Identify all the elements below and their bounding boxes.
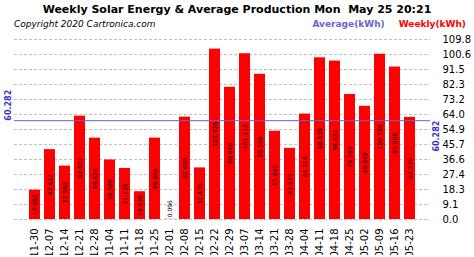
svg-text:100.788: 100.788 [376,124,383,149]
svg-text:60.282: 60.282 [432,121,441,152]
svg-text:27.4: 27.4 [443,169,465,180]
svg-text:76.260: 76.260 [346,146,353,167]
svg-text:91.5: 91.5 [443,64,465,75]
svg-text:80.640: 80.640 [226,143,233,164]
svg-text:02-08: 02-08 [179,229,190,256]
svg-text:82.3: 82.3 [443,79,465,90]
svg-text:98.630: 98.630 [316,128,323,149]
svg-text:02-01: 02-01 [164,229,175,256]
svg-text:64.0: 64.0 [443,109,465,120]
svg-text:01-11: 01-11 [119,229,130,256]
svg-text:103.928: 103.928 [211,122,218,147]
svg-text:05-23: 05-23 [404,229,415,256]
svg-text:0.096: 0.096 [166,200,173,217]
svg-text:49.646: 49.646 [151,168,158,189]
svg-text:12-14: 12-14 [59,229,70,256]
svg-text:16.936: 16.936 [136,195,143,216]
svg-text:03-28: 03-28 [284,229,295,256]
html-text:Weekly(kWh): Weekly(kWh) [398,19,466,29]
svg-text:36.6: 36.6 [443,154,465,165]
svg-text:05-16: 05-16 [389,229,400,256]
svg-text:03-21: 03-21 [269,229,280,256]
svg-text:96.632: 96.632 [331,130,338,151]
svg-text:109.8: 109.8 [443,34,472,45]
svg-text:01-25: 01-25 [149,229,160,256]
html-text:Average(kWh): Average(kWh) [312,19,385,29]
svg-text:73.2: 73.2 [443,94,465,105]
svg-text:60.282: 60.282 [4,90,13,121]
html-text:Copyright 2020 Cartronica.com: Copyright 2020 Cartronica.com [14,19,156,29]
svg-text:100.6: 100.6 [443,49,472,60]
html-text:Weekly Solar Energy & Average: Weekly Solar Energy & Average Production… [42,3,432,16]
svg-text:101.112: 101.112 [241,124,248,149]
svg-text:12-21: 12-21 [74,229,85,256]
svg-text:12-07: 12-07 [44,229,55,256]
svg-text:04-18: 04-18 [329,229,340,256]
svg-text:02-15: 02-15 [194,229,205,256]
svg-text:02-22: 02-22 [209,229,220,256]
svg-text:02-29: 02-29 [224,229,235,256]
svg-text:17.892: 17.892 [31,194,38,215]
svg-text:31.476: 31.476 [196,183,203,204]
svg-text:01-18: 01-18 [134,229,145,256]
svg-text:54.9: 54.9 [443,124,465,135]
svg-text:03-14: 03-14 [254,229,265,256]
svg-text:0.0: 0.0 [443,214,459,225]
svg-text:12-28: 12-28 [89,229,100,256]
svg-text:31.138: 31.138 [121,183,128,204]
svg-text:42.612: 42.612 [46,174,53,195]
svg-text:36.308: 36.308 [106,179,113,200]
svg-text:04-04: 04-04 [299,229,310,256]
svg-text:03-07: 03-07 [239,229,250,256]
svg-text:05-02: 05-02 [359,229,370,256]
svg-text:9.1: 9.1 [443,199,459,210]
svg-text:63.032: 63.032 [76,157,83,178]
svg-text:49.624: 49.624 [91,168,98,189]
svg-text:64.316: 64.316 [301,156,308,177]
svg-text:93.008: 93.008 [391,133,398,154]
svg-text:05-09: 05-09 [374,229,385,256]
svg-text:62.460: 62.460 [181,158,188,179]
svg-text:18.3: 18.3 [443,184,465,195]
svg-text:04-11: 04-11 [314,229,325,256]
svg-text:88.566: 88.566 [256,136,263,157]
svg-text:43.372: 43.372 [286,173,293,194]
svg-text:45.7: 45.7 [443,139,465,150]
svg-text:11-30: 11-30 [29,229,40,256]
svg-text:32.580: 32.580 [61,182,68,203]
svg-text:01-04: 01-04 [104,229,115,256]
svg-text:04-25: 04-25 [344,229,355,256]
svg-text:62.320: 62.320 [406,158,413,179]
svg-text:53.840: 53.840 [271,165,278,186]
svg-text:69.048: 69.048 [361,152,368,173]
